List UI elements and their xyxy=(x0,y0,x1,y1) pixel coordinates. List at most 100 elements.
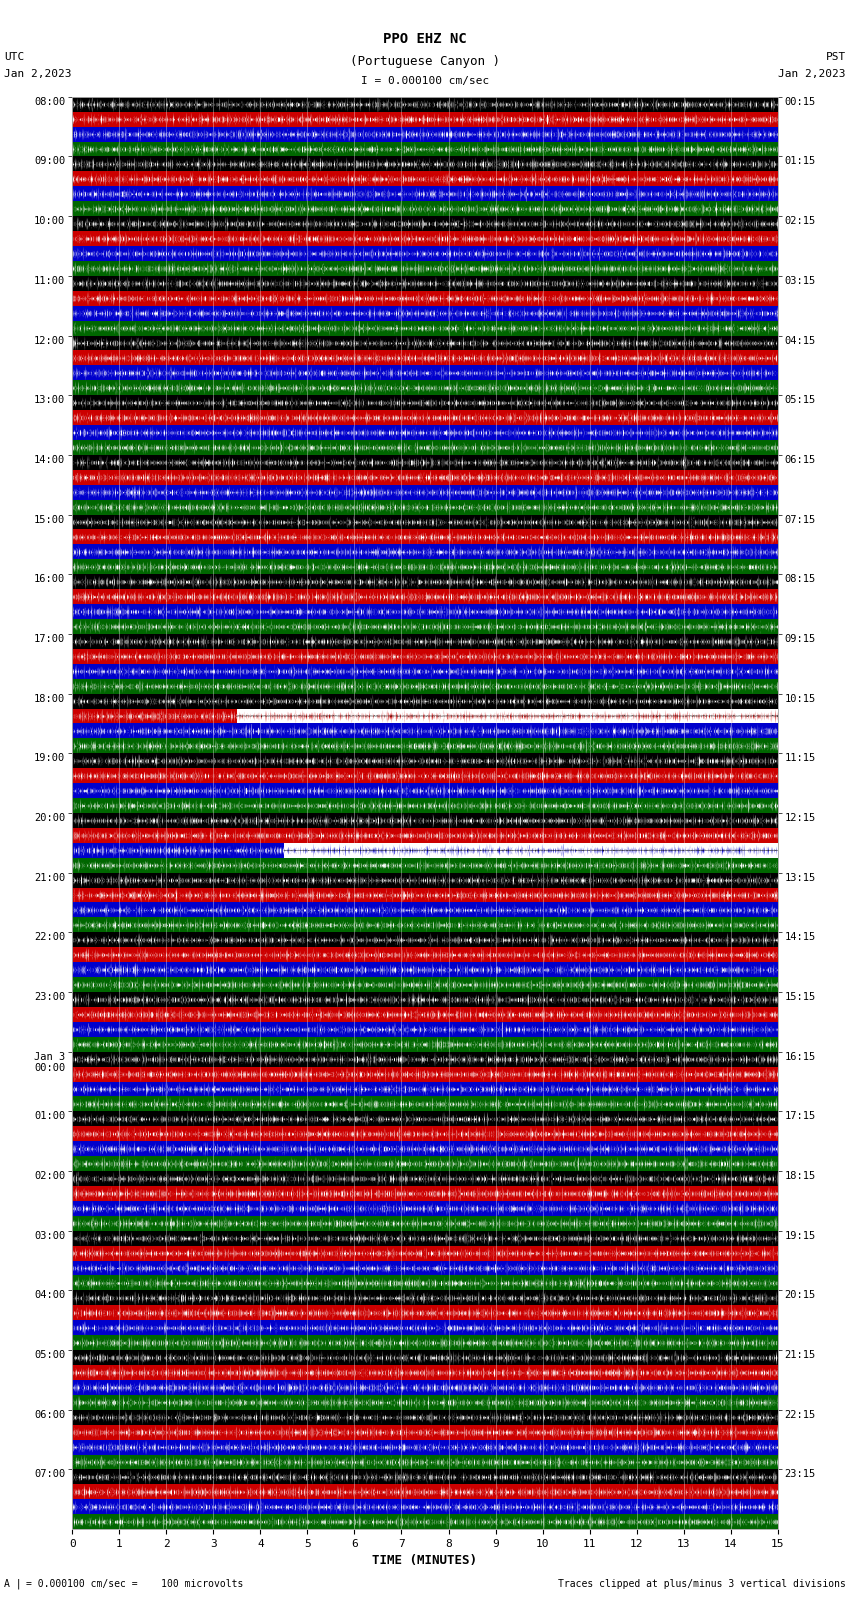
Bar xyxy=(72,739,778,753)
Bar xyxy=(72,723,778,739)
Bar xyxy=(72,961,778,977)
Bar xyxy=(72,1097,778,1111)
Bar xyxy=(72,1023,778,1037)
Bar xyxy=(72,290,778,306)
Bar xyxy=(72,1455,778,1469)
Text: Jan 2,2023: Jan 2,2023 xyxy=(779,69,846,79)
Bar xyxy=(72,1365,778,1381)
Bar xyxy=(72,605,778,619)
Bar xyxy=(72,1231,778,1245)
Bar xyxy=(72,366,778,381)
Bar xyxy=(72,515,778,529)
Bar xyxy=(72,1200,778,1216)
Bar xyxy=(72,768,778,784)
Bar xyxy=(72,1111,778,1126)
Bar xyxy=(72,440,778,455)
Bar xyxy=(72,932,778,947)
Bar xyxy=(72,679,778,694)
Bar xyxy=(72,665,778,679)
Bar xyxy=(72,842,284,858)
Bar xyxy=(72,1515,778,1529)
Text: PPO EHZ NC: PPO EHZ NC xyxy=(383,32,467,47)
Bar xyxy=(72,247,778,261)
Bar xyxy=(72,1037,778,1052)
Bar xyxy=(72,784,778,798)
Bar xyxy=(72,648,778,665)
Bar xyxy=(72,321,778,336)
Bar xyxy=(72,708,237,723)
Bar xyxy=(72,410,778,426)
Bar xyxy=(72,276,778,290)
Bar xyxy=(72,1319,778,1336)
Bar xyxy=(72,1424,778,1440)
Text: = 0.000100 cm/sec =    100 microvolts: = 0.000100 cm/sec = 100 microvolts xyxy=(26,1579,243,1589)
Bar xyxy=(72,1216,778,1231)
Bar xyxy=(72,111,778,127)
Bar xyxy=(72,918,778,932)
Bar xyxy=(72,231,778,247)
Bar xyxy=(72,1336,778,1350)
Bar xyxy=(72,992,778,1007)
Bar xyxy=(72,1066,778,1082)
Bar xyxy=(72,261,778,276)
Bar xyxy=(72,619,778,634)
Bar xyxy=(72,469,778,484)
Bar xyxy=(72,1157,778,1171)
Bar xyxy=(72,1081,778,1097)
Bar xyxy=(72,589,778,605)
Bar xyxy=(72,395,778,410)
Bar xyxy=(72,1410,778,1424)
Bar xyxy=(72,813,778,827)
Bar xyxy=(72,858,778,873)
Bar xyxy=(72,306,778,321)
Bar xyxy=(284,842,778,858)
Bar xyxy=(72,142,778,156)
Bar xyxy=(72,1440,778,1455)
Bar xyxy=(72,887,778,903)
Bar xyxy=(72,171,778,187)
Bar xyxy=(72,127,778,142)
Bar xyxy=(72,1052,778,1066)
Bar xyxy=(72,1126,778,1142)
Bar xyxy=(72,1261,778,1276)
Bar xyxy=(72,336,778,350)
Bar xyxy=(72,455,778,469)
Bar xyxy=(72,1379,778,1395)
Bar xyxy=(72,529,778,545)
Bar xyxy=(72,827,778,842)
Bar xyxy=(72,753,778,768)
Text: I = 0.000100 cm/sec: I = 0.000100 cm/sec xyxy=(361,76,489,85)
Bar xyxy=(72,873,778,887)
Bar xyxy=(72,694,778,708)
X-axis label: TIME (MINUTES): TIME (MINUTES) xyxy=(372,1555,478,1568)
Bar xyxy=(72,350,778,366)
Text: UTC: UTC xyxy=(4,52,25,61)
Bar xyxy=(72,560,778,574)
Bar xyxy=(72,381,778,395)
Bar xyxy=(72,97,778,111)
Bar xyxy=(72,1469,778,1484)
Bar xyxy=(72,545,778,560)
Bar xyxy=(72,1276,778,1290)
Bar xyxy=(72,634,778,648)
Bar xyxy=(72,1142,778,1157)
Text: A |: A | xyxy=(4,1579,22,1589)
Bar xyxy=(72,1500,778,1515)
Bar xyxy=(72,1350,778,1365)
Bar xyxy=(72,500,778,515)
Bar xyxy=(237,708,778,723)
Bar xyxy=(72,187,778,202)
Bar xyxy=(72,216,778,231)
Bar xyxy=(72,574,778,589)
Bar xyxy=(72,426,778,440)
Bar xyxy=(72,1484,778,1500)
Bar xyxy=(72,486,778,500)
Bar xyxy=(72,1171,778,1186)
Bar xyxy=(72,156,778,171)
Bar xyxy=(72,1245,778,1261)
Bar xyxy=(72,1395,778,1410)
Bar xyxy=(72,202,778,216)
Bar xyxy=(72,977,778,992)
Text: (Portuguese Canyon ): (Portuguese Canyon ) xyxy=(350,55,500,68)
Bar xyxy=(72,947,778,961)
